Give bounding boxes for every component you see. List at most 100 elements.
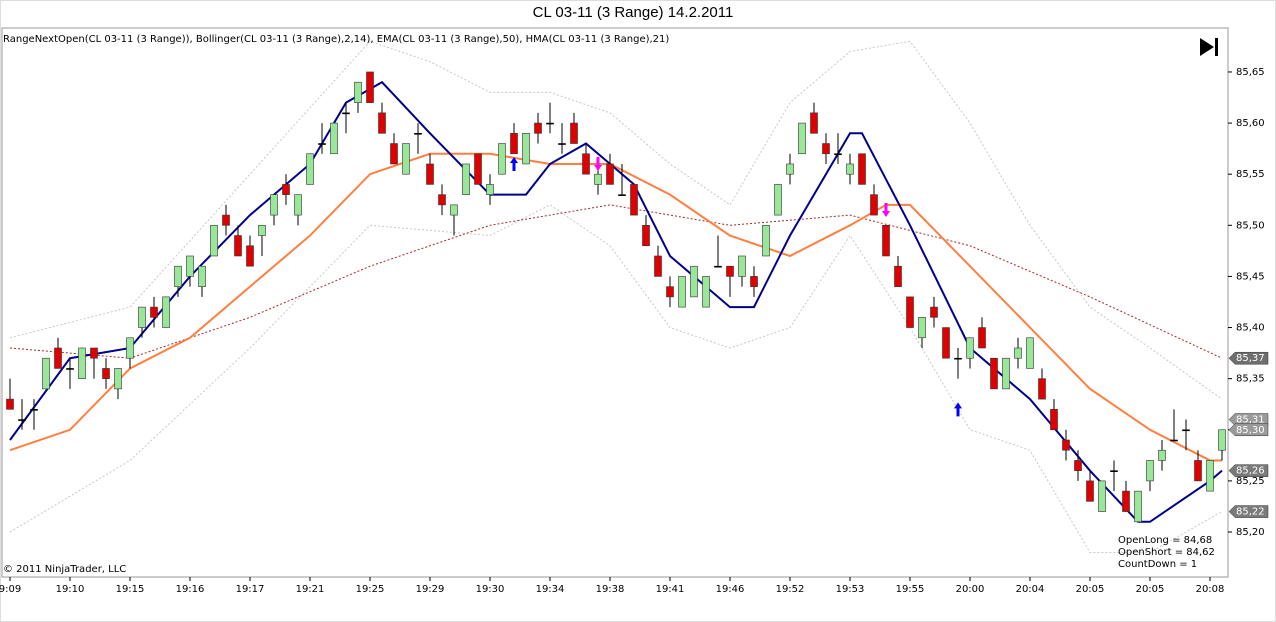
candle-body [750, 276, 758, 287]
indicator-line [9, 152, 1222, 462]
x-tick-label: 19:15 [116, 584, 145, 595]
price-marker-label: 85,26 [1236, 466, 1265, 477]
indicator-line [9, 204, 1223, 359]
candle-body [1098, 480, 1106, 512]
candle-body [522, 133, 530, 165]
candle-body [762, 225, 770, 257]
candle-body [714, 265, 722, 268]
candle-body [306, 153, 314, 185]
candle-body [906, 296, 914, 328]
signal-arrow [882, 202, 890, 217]
candle-body [978, 327, 986, 349]
candle-body [150, 306, 158, 318]
candle-body [1050, 409, 1058, 431]
price-marker-label: 85,22 [1236, 507, 1265, 518]
x-tick-label: 20:05 [1076, 584, 1105, 595]
candle-body [1146, 460, 1154, 482]
candle-body [846, 163, 854, 175]
candle-body [1206, 460, 1214, 492]
candle-body [210, 225, 218, 257]
candle-body [354, 81, 362, 103]
candle-body [738, 255, 746, 277]
y-tick-label: 85,25 [1236, 476, 1265, 487]
candle-body [702, 276, 710, 308]
x-tick-label: 19:16 [176, 584, 205, 595]
candle-body [858, 153, 866, 185]
x-tick-label: 19:55 [896, 584, 925, 595]
candle-body [282, 184, 290, 195]
candle-body [678, 276, 686, 308]
candle-body [486, 184, 494, 195]
candle-body [1134, 490, 1142, 523]
candle-body [690, 265, 698, 298]
candle-body [1002, 357, 1010, 390]
x-tick-label: 19:29 [416, 584, 445, 595]
candle-body [498, 143, 506, 175]
candle-body [186, 255, 194, 277]
candle-body [618, 194, 626, 196]
candle-body [606, 163, 614, 185]
candle-body [1182, 429, 1190, 432]
candle-body [330, 122, 338, 155]
price-marker [1228, 423, 1269, 437]
candle-body [474, 153, 482, 185]
candle-body [6, 398, 14, 410]
indicator-line [9, 40, 1223, 400]
candle-body [594, 173, 602, 185]
candle-body [174, 265, 182, 287]
y-tick-label: 85,50 [1236, 220, 1265, 231]
candle-body [102, 368, 110, 379]
x-tick-label: 20:08 [1196, 584, 1225, 595]
price-marker-label: 85,30 [1236, 425, 1265, 436]
candle-body [390, 143, 398, 165]
scroll-end-button[interactable] [1200, 38, 1218, 56]
y-tick-label: 85,35 [1236, 374, 1265, 385]
candle-body [30, 409, 38, 411]
chart-title: CL 03-11 (3 Range) 14.2.2011 [533, 4, 734, 21]
price-marker [1228, 505, 1269, 518]
candle-body [954, 357, 962, 360]
x-tick-label: 19:25 [356, 584, 385, 595]
price-marker [1228, 351, 1269, 365]
indicator-line [9, 204, 1223, 553]
candle-body [966, 337, 974, 359]
candle-body [234, 235, 242, 257]
y-tick-label: 85,45 [1236, 271, 1265, 282]
x-tick-label: 19:41 [656, 584, 685, 595]
x-tick-label: 19:30 [476, 584, 505, 595]
candle-body [1038, 378, 1046, 400]
candle-body [1122, 490, 1130, 512]
candle-body [270, 194, 278, 216]
x-tick-label: 19:38 [596, 584, 625, 595]
candle-body [558, 143, 566, 145]
price-marker [1228, 464, 1269, 477]
candle-body [1170, 439, 1178, 442]
candle-body [786, 163, 794, 175]
candle-body [126, 337, 134, 359]
note: OpenLong = 84,68 [1118, 535, 1212, 546]
candle-body [810, 112, 818, 134]
candle-body [642, 225, 650, 247]
y-tick-label: 85,65 [1236, 67, 1265, 78]
signal-arrow [954, 402, 962, 417]
candle-body [918, 317, 926, 339]
candle-body [630, 184, 638, 216]
candle-body [42, 357, 50, 390]
indicator-line [9, 80, 1223, 523]
y-tick-label: 85,55 [1236, 169, 1265, 180]
candle-body [138, 306, 146, 328]
x-tick-label: 19:52 [776, 584, 805, 595]
indicator-label: RangeNextOpen(CL 03-11 (3 Range)), Bolli… [3, 34, 669, 45]
candle-body [510, 133, 518, 155]
candle-body [78, 347, 86, 379]
x-tick-label: 19:17 [236, 584, 265, 595]
candle-body [246, 245, 254, 267]
x-tick-label: 9:09 [0, 584, 21, 595]
candle-body [1218, 429, 1226, 451]
candle-body [1158, 449, 1166, 461]
candle-body [1026, 337, 1034, 369]
candle-body [342, 112, 350, 115]
y-tick-label: 85,60 [1236, 118, 1265, 129]
candle-body [114, 368, 122, 390]
